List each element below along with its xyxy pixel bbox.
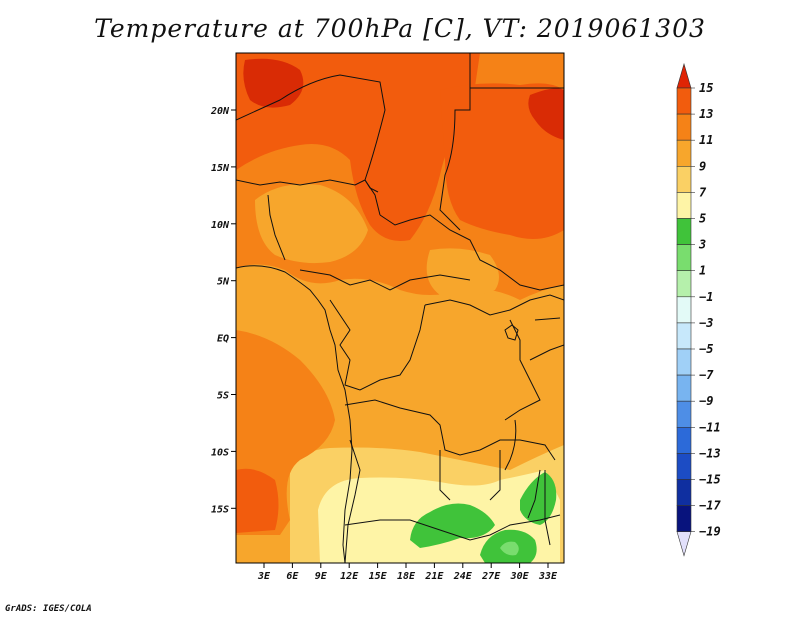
lat-label: 15N [211, 163, 230, 174]
map-frame [235, 52, 565, 564]
lat-label: 15S [211, 504, 229, 515]
colorbar-label: 11 [699, 133, 713, 147]
colorbar-label: −7 [699, 368, 714, 382]
colorbar-label: −5 [699, 342, 713, 356]
colorbar-swatch [676, 426, 692, 454]
latitude-labels: 20N 15N 10N 5N EQ 5S 10S 15S [210, 106, 236, 515]
lat-label: 10S [211, 447, 229, 458]
colorbar-swatch [676, 348, 692, 376]
colorbar-swatch [676, 139, 692, 167]
grads-credit: GrADS: IGES/COLA [5, 604, 92, 614]
colorbar-swatch [676, 113, 692, 141]
lon-label: 6E [286, 571, 299, 582]
colorbar-label: −13 [699, 446, 721, 460]
colorbar-swatch [676, 374, 692, 402]
colorbar-label: −17 [699, 499, 721, 513]
lon-label: 15E [369, 571, 388, 582]
colorbar-swatch [676, 270, 692, 298]
colorbar-swatch [676, 400, 692, 428]
region-11c-sw [236, 468, 279, 533]
colorbar-swatch [676, 322, 692, 350]
colorbar-swatch [676, 479, 692, 506]
colorbar-swatch [676, 166, 692, 193]
colorbar-label: 5 [699, 212, 706, 226]
colorbar-bottom-arrow [676, 531, 692, 557]
colorbar-swatch [676, 505, 692, 533]
colorbar-label: −3 [699, 316, 713, 330]
colorbar-label: −11 [699, 420, 721, 434]
colorbar-swatch [676, 192, 692, 219]
lon-label: 21E [424, 571, 444, 582]
colorbar-swatch [676, 218, 692, 245]
colorbar-swatch [676, 453, 692, 480]
region-13c-nw [243, 58, 304, 108]
lon-label: 12E [340, 571, 359, 582]
region-11c-east [440, 83, 564, 239]
colorbar-label: 3 [698, 238, 706, 252]
colorbar-swatch [676, 244, 692, 272]
region-7c-east [426, 248, 499, 297]
colorbar-label: −9 [699, 394, 713, 408]
lat-label: 5N [217, 277, 230, 288]
lon-label: 9E [315, 571, 328, 582]
colorbar-label: 13 [699, 107, 713, 121]
colorbar-label: 15 [699, 81, 713, 95]
lon-label: 27E [481, 571, 501, 582]
colorbar-label: −19 [699, 525, 721, 539]
colorbar-label: −15 [699, 473, 721, 487]
region-1c-b [520, 472, 557, 525]
colorbar-top-arrow [676, 62, 692, 89]
longitude-labels: 3E 6E 9E 12E 15E 18E 21E 24E 27E 30E 33E [257, 563, 558, 582]
lon-label: 3E [257, 571, 271, 582]
map-title: Temperature at 700hPa [C], VT: 201906130… [94, 14, 706, 43]
lat-label: 10N [211, 220, 230, 231]
colorbar-label: 7 [699, 185, 707, 199]
country-borders [236, 53, 564, 563]
region-13c-ne [528, 88, 564, 140]
lon-label: 24E [453, 571, 473, 582]
colorbar-label: 1 [699, 264, 706, 278]
coastlines [236, 179, 541, 563]
colorbar-swatch [676, 87, 692, 115]
lat-label: 20N [210, 106, 230, 117]
region-7c-nigeria [255, 184, 368, 264]
lon-label: 18E [397, 571, 416, 582]
lon-label: 30E [510, 571, 530, 582]
colorbar-label: 9 [699, 159, 706, 173]
region-1c-a [410, 503, 495, 548]
region-1c-d [500, 541, 519, 556]
colorbar-label: −1 [699, 290, 713, 304]
colorbar: 15 13 11 9 7 5 3 1 −1 −3 −5 −7 −9 −11 −13 −15 −17 −19 [676, 62, 721, 557]
lon-label: 33E [538, 571, 558, 582]
lat-label: EQ [217, 334, 229, 345]
colorbar-swatch [676, 296, 692, 324]
lat-label: 5S [217, 391, 229, 402]
region-11c-north [236, 53, 480, 241]
